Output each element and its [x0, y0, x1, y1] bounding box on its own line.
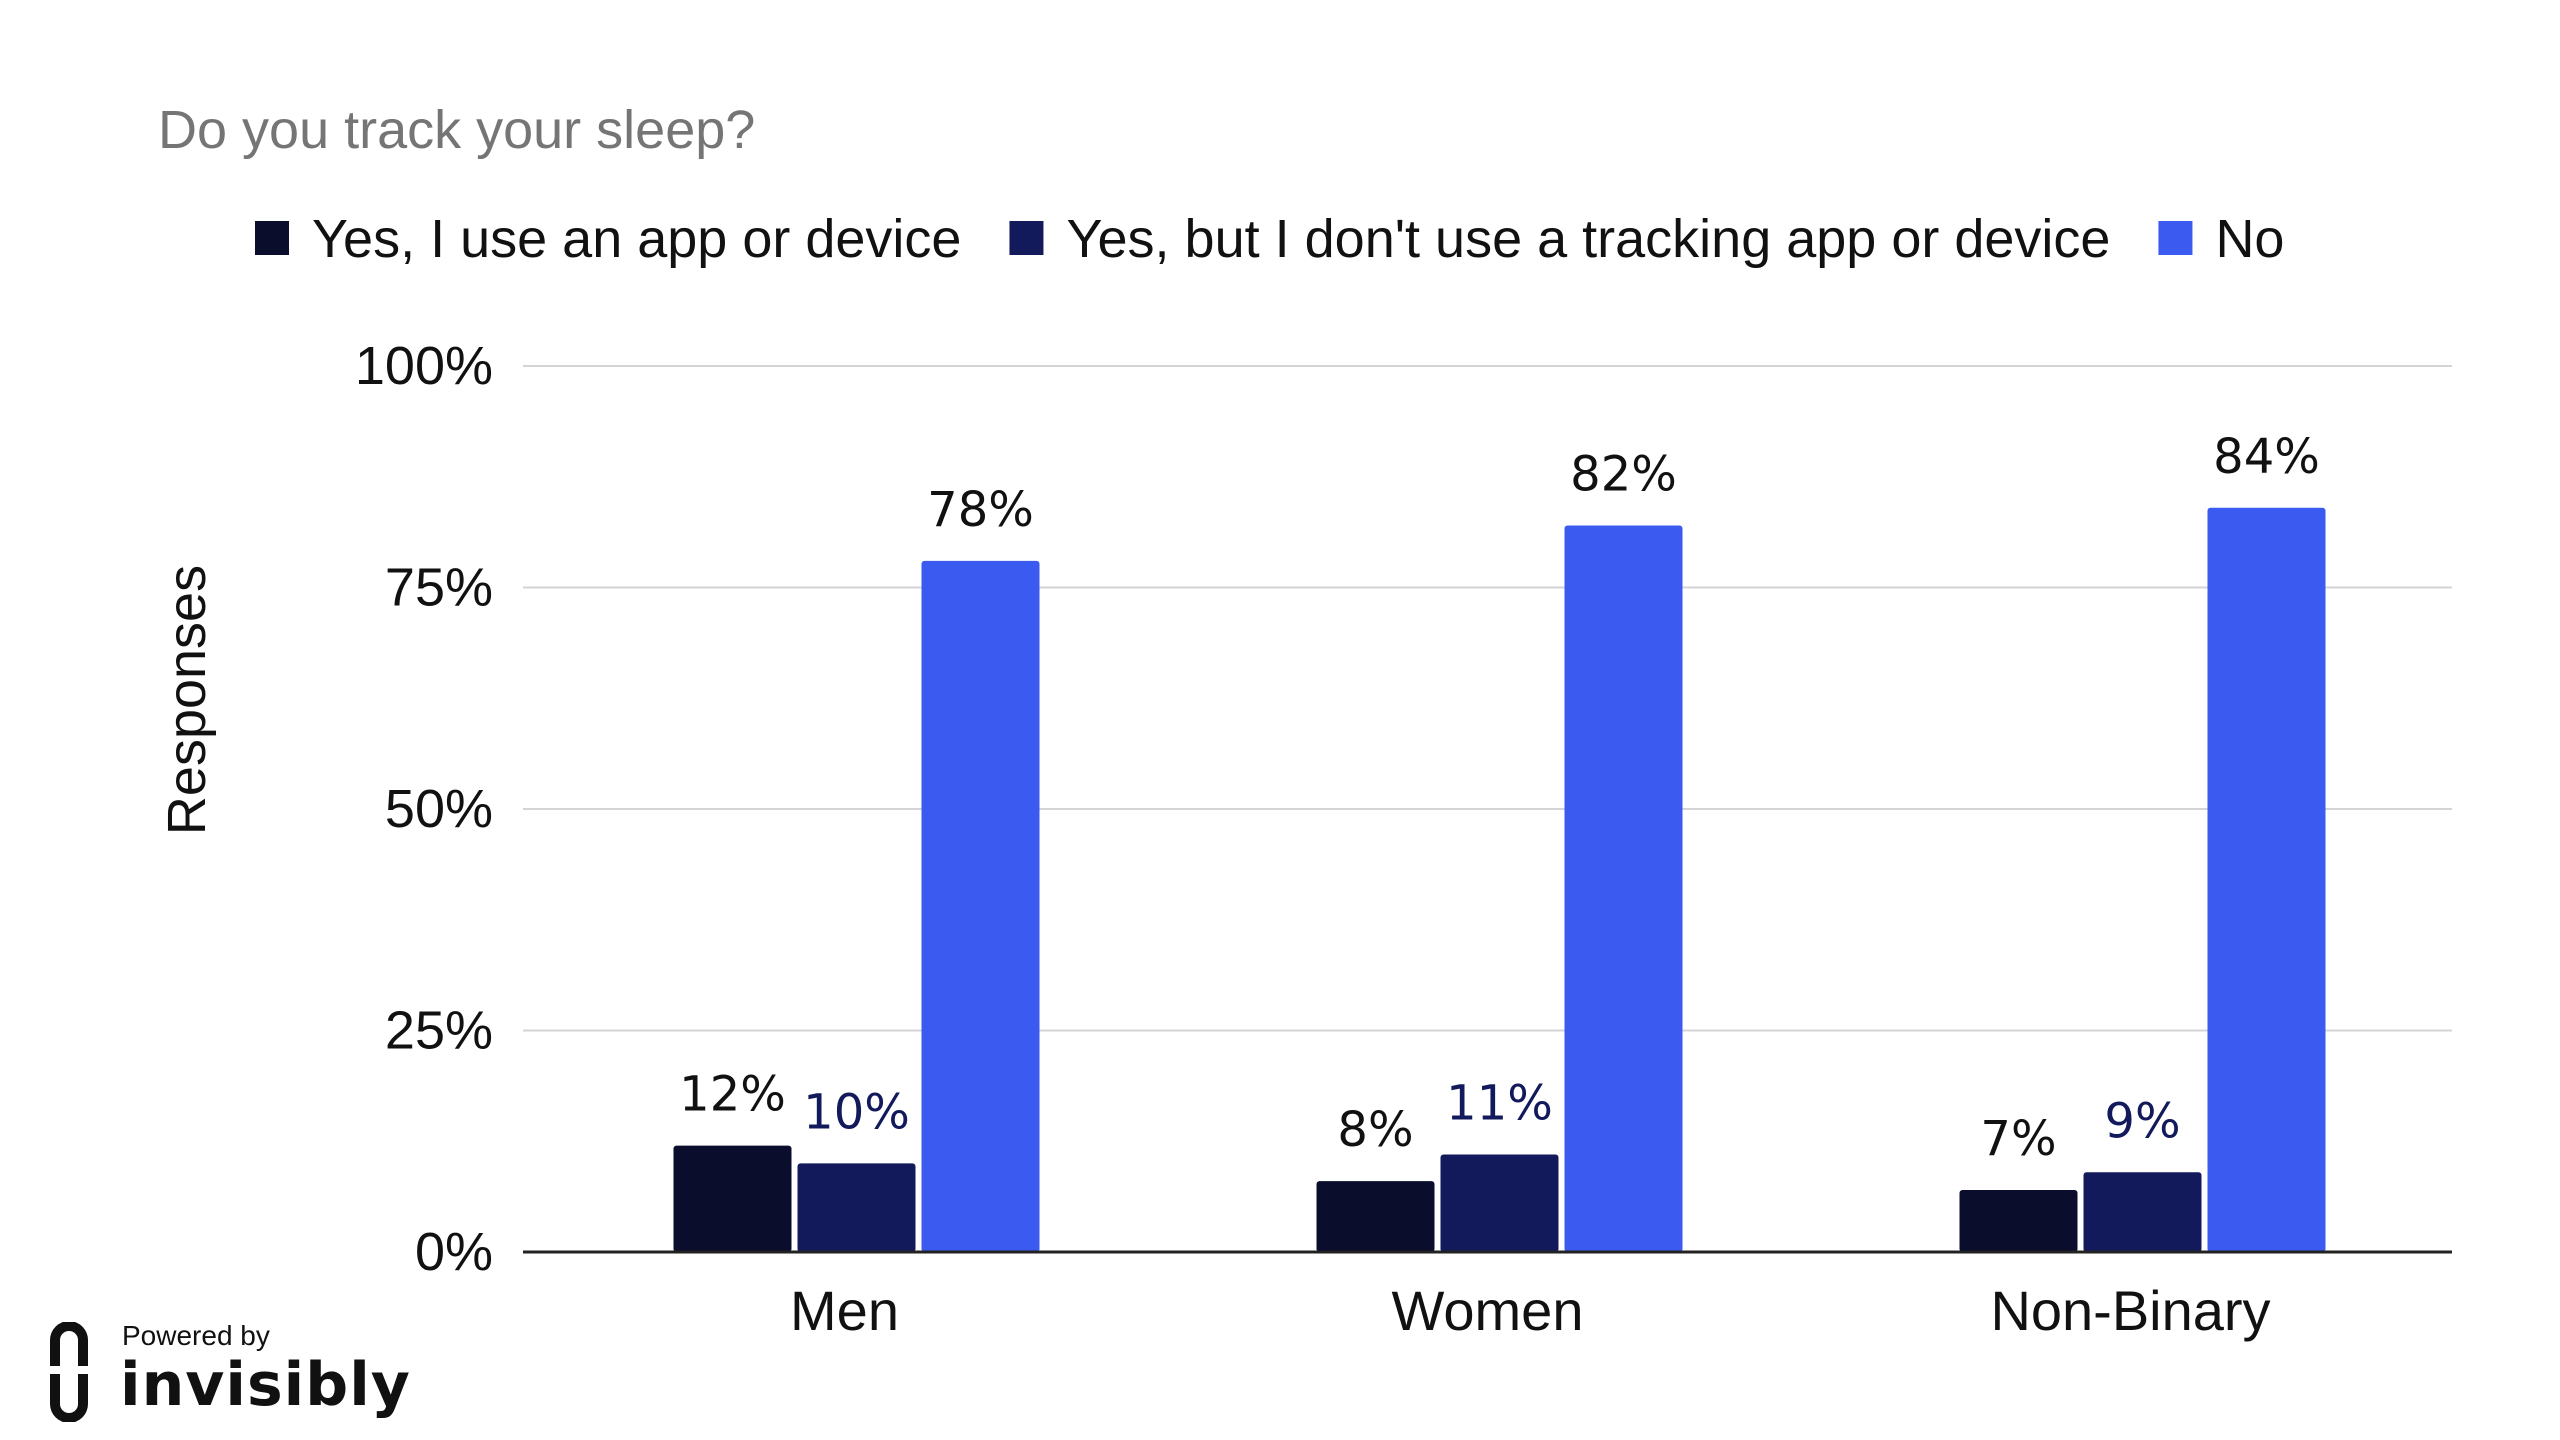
x-category-label: Men: [790, 1279, 899, 1342]
legend-swatch: [255, 221, 289, 255]
data-label: 78%: [927, 482, 1034, 538]
x-category-label: Women: [1392, 1279, 1584, 1342]
legend-swatch: [1009, 221, 1044, 255]
bars: [673, 507, 2326, 1252]
y-tick-label: 100%: [355, 336, 493, 396]
bar: [1564, 525, 1683, 1252]
data-label: 8%: [1337, 1102, 1413, 1158]
chart-title: Do you track your sleep?: [158, 100, 755, 160]
y-tick-label: 75%: [385, 558, 493, 618]
y-tick-label: 25%: [385, 1001, 493, 1061]
data-label: 84%: [2213, 429, 2320, 485]
legend-label: Yes, I use an app or device: [312, 209, 961, 269]
y-axis-ticks: 0% 25% 50% 75% 100%: [355, 336, 493, 1282]
legend-label: No: [2215, 209, 2284, 269]
y-axis-label: Responses: [157, 565, 217, 835]
bar: [2083, 1172, 2202, 1252]
bar: [1440, 1154, 1559, 1252]
brand-name: invisibly: [120, 1350, 411, 1420]
bar: [2207, 507, 2326, 1252]
data-label: 11%: [1446, 1076, 1553, 1132]
legend-label: Yes, but I don't use a tracking app or d…: [1066, 209, 2110, 269]
bar: [1959, 1189, 2078, 1252]
x-category-label: Non-Binary: [1990, 1279, 2270, 1342]
bar: [1316, 1181, 1435, 1252]
invisibly-logo-icon: [50, 1322, 88, 1422]
x-axis-category-labels: Men Women Non-Binary: [790, 1279, 2271, 1342]
data-label: 7%: [1980, 1111, 2056, 1167]
bar: [797, 1163, 916, 1252]
gridlines: [523, 365, 2452, 1032]
data-label: 82%: [1570, 446, 1677, 502]
data-label: 12%: [679, 1067, 786, 1123]
branding: Powered by invisibly: [46, 1318, 410, 1428]
y-tick-label: 0%: [415, 1222, 493, 1282]
data-labels: 12% 10% 78% 8% 11% 82% 7% 9% 84%: [679, 429, 2320, 1167]
legend: Yes, I use an app or device Yes, but I do…: [255, 209, 2284, 269]
data-label: 9%: [2104, 1093, 2180, 1149]
powered-by-text: Powered by: [122, 1320, 270, 1351]
bar: [673, 1145, 792, 1252]
bar: [921, 560, 1040, 1252]
legend-swatch: [2158, 221, 2193, 255]
y-tick-label: 50%: [385, 779, 493, 839]
data-label: 10%: [803, 1084, 910, 1140]
